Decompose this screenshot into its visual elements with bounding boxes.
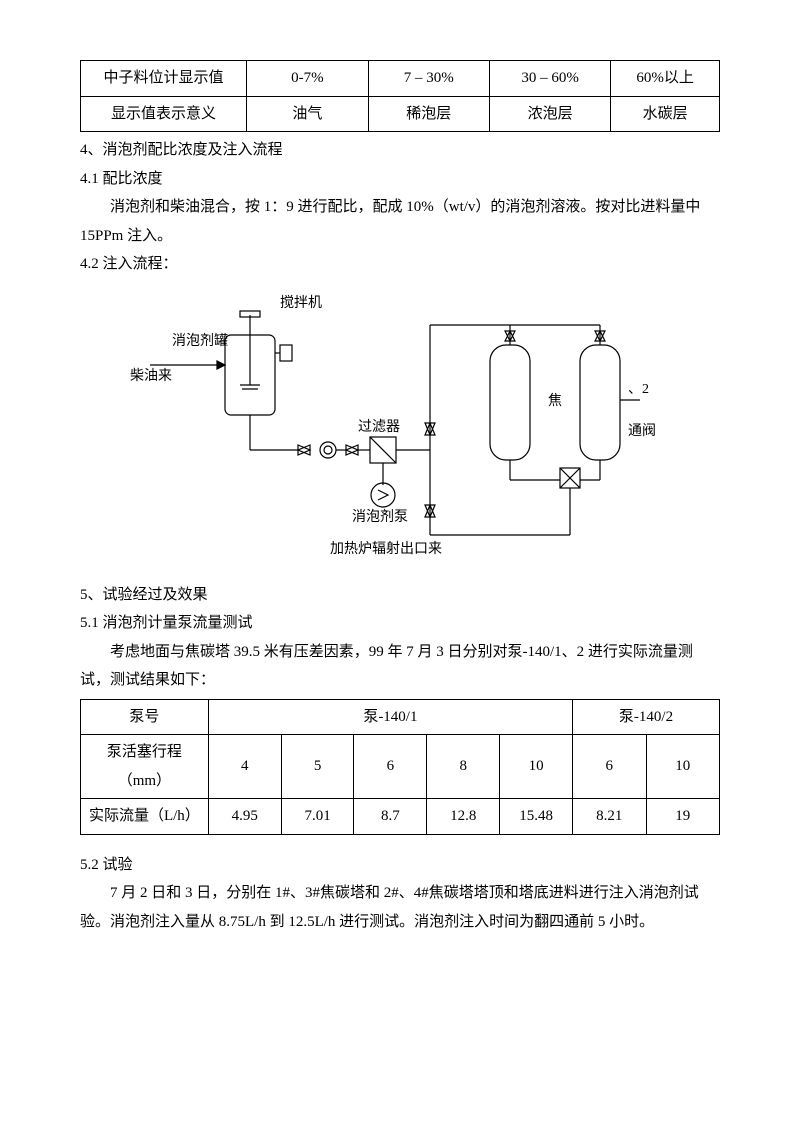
cell: 4 [208, 735, 281, 799]
cell: 泵-140/1 [208, 699, 572, 735]
cell: 19 [646, 799, 720, 835]
cell: 泵活塞行程（mm） [81, 735, 209, 799]
injection-flow-diagram: 搅拌机 消泡剂罐 柴油来 过滤器 消泡剂泵 加热炉辐射出口来 焦 、2 通阀 [80, 285, 720, 575]
cell: 4.95 [208, 799, 281, 835]
level-meaning-table: 中子料位计显示值 0-7% 7 – 30% 30 – 60% 60%以上 显示值… [80, 60, 720, 132]
cell: 浓泡层 [489, 96, 610, 132]
pump-flow-table: 泵号 泵-140/1 泵-140/2 泵活塞行程（mm） 4 5 6 8 10 … [80, 699, 720, 835]
section-4: 4、消泡剂配比浓度及注入流程 4.1 配比浓度 消泡剂和柴油混合，按 1：9 进… [80, 136, 720, 279]
paragraph-5-2: 7 月 2 日和 3 日，分别在 1#、3#焦碳塔和 2#、4#焦碳塔塔顶和塔底… [80, 879, 720, 936]
label-valve4b: 通阀 [628, 423, 656, 439]
cell: 10 [500, 735, 573, 799]
table-row: 泵活塞行程（mm） 4 5 6 8 10 6 10 [81, 735, 720, 799]
cell: 水碳层 [611, 96, 720, 132]
cell: 12.8 [427, 799, 500, 835]
cell: 15.48 [500, 799, 573, 835]
cell: 泵-140/2 [573, 699, 720, 735]
cell: 显示值表示意义 [81, 96, 247, 132]
cell: 8.21 [573, 799, 646, 835]
cell: 8 [427, 735, 500, 799]
cell: 实际流量（L/h） [81, 799, 209, 835]
cell: 泵号 [81, 699, 209, 735]
section-5: 5、试验经过及效果 5.1 消泡剂计量泵流量测试 考虑地面与焦碳塔 39.5 米… [80, 581, 720, 695]
heading-5-2: 5.2 试验 [80, 851, 720, 880]
cell: 60%以上 [611, 61, 720, 97]
label-tank: 消泡剂罐 [172, 333, 228, 349]
table-row: 中子料位计显示值 0-7% 7 – 30% 30 – 60% 60%以上 [81, 61, 720, 97]
cell: 8.7 [354, 799, 427, 835]
label-filter: 过滤器 [358, 419, 400, 435]
heading-4: 4、消泡剂配比浓度及注入流程 [80, 136, 720, 165]
flow-diagram-svg: 搅拌机 消泡剂罐 柴油来 过滤器 消泡剂泵 加热炉辐射出口来 焦 、2 通阀 [130, 285, 670, 575]
paragraph-5-1: 考虑地面与焦碳塔 39.5 米有压差因素，99 年 7 月 3 日分别对泵-14… [80, 638, 720, 695]
table-row: 泵号 泵-140/1 泵-140/2 [81, 699, 720, 735]
heading-5: 5、试验经过及效果 [80, 581, 720, 610]
cell: 中子料位计显示值 [81, 61, 247, 97]
cell: 0-7% [247, 61, 368, 97]
cell: 7.01 [281, 799, 354, 835]
label-valve4a: 、2 [628, 382, 649, 397]
table-row: 实际流量（L/h） 4.95 7.01 8.7 12.8 15.48 8.21 … [81, 799, 720, 835]
cell: 6 [354, 735, 427, 799]
label-tower: 焦 [548, 393, 562, 409]
paragraph-4-1: 消泡剂和柴油混合，按 1：9 进行配比，配成 10%（wt/v）的消泡剂溶液。按… [80, 193, 720, 250]
heading-5-1: 5.1 消泡剂计量泵流量测试 [80, 609, 720, 638]
label-mixer: 搅拌机 [280, 295, 322, 311]
cell: 7 – 30% [368, 61, 489, 97]
label-diesel: 柴油来 [130, 368, 172, 384]
label-heater: 加热炉辐射出口来 [330, 541, 442, 557]
cell: 稀泡层 [368, 96, 489, 132]
cell: 6 [573, 735, 646, 799]
cell: 油气 [247, 96, 368, 132]
heading-4-2: 4.2 注入流程： [80, 250, 720, 279]
cell: 30 – 60% [489, 61, 610, 97]
table-row: 显示值表示意义 油气 稀泡层 浓泡层 水碳层 [81, 96, 720, 132]
cell: 10 [646, 735, 720, 799]
cell: 5 [281, 735, 354, 799]
label-pump: 消泡剂泵 [352, 509, 408, 525]
heading-4-1: 4.1 配比浓度 [80, 165, 720, 194]
